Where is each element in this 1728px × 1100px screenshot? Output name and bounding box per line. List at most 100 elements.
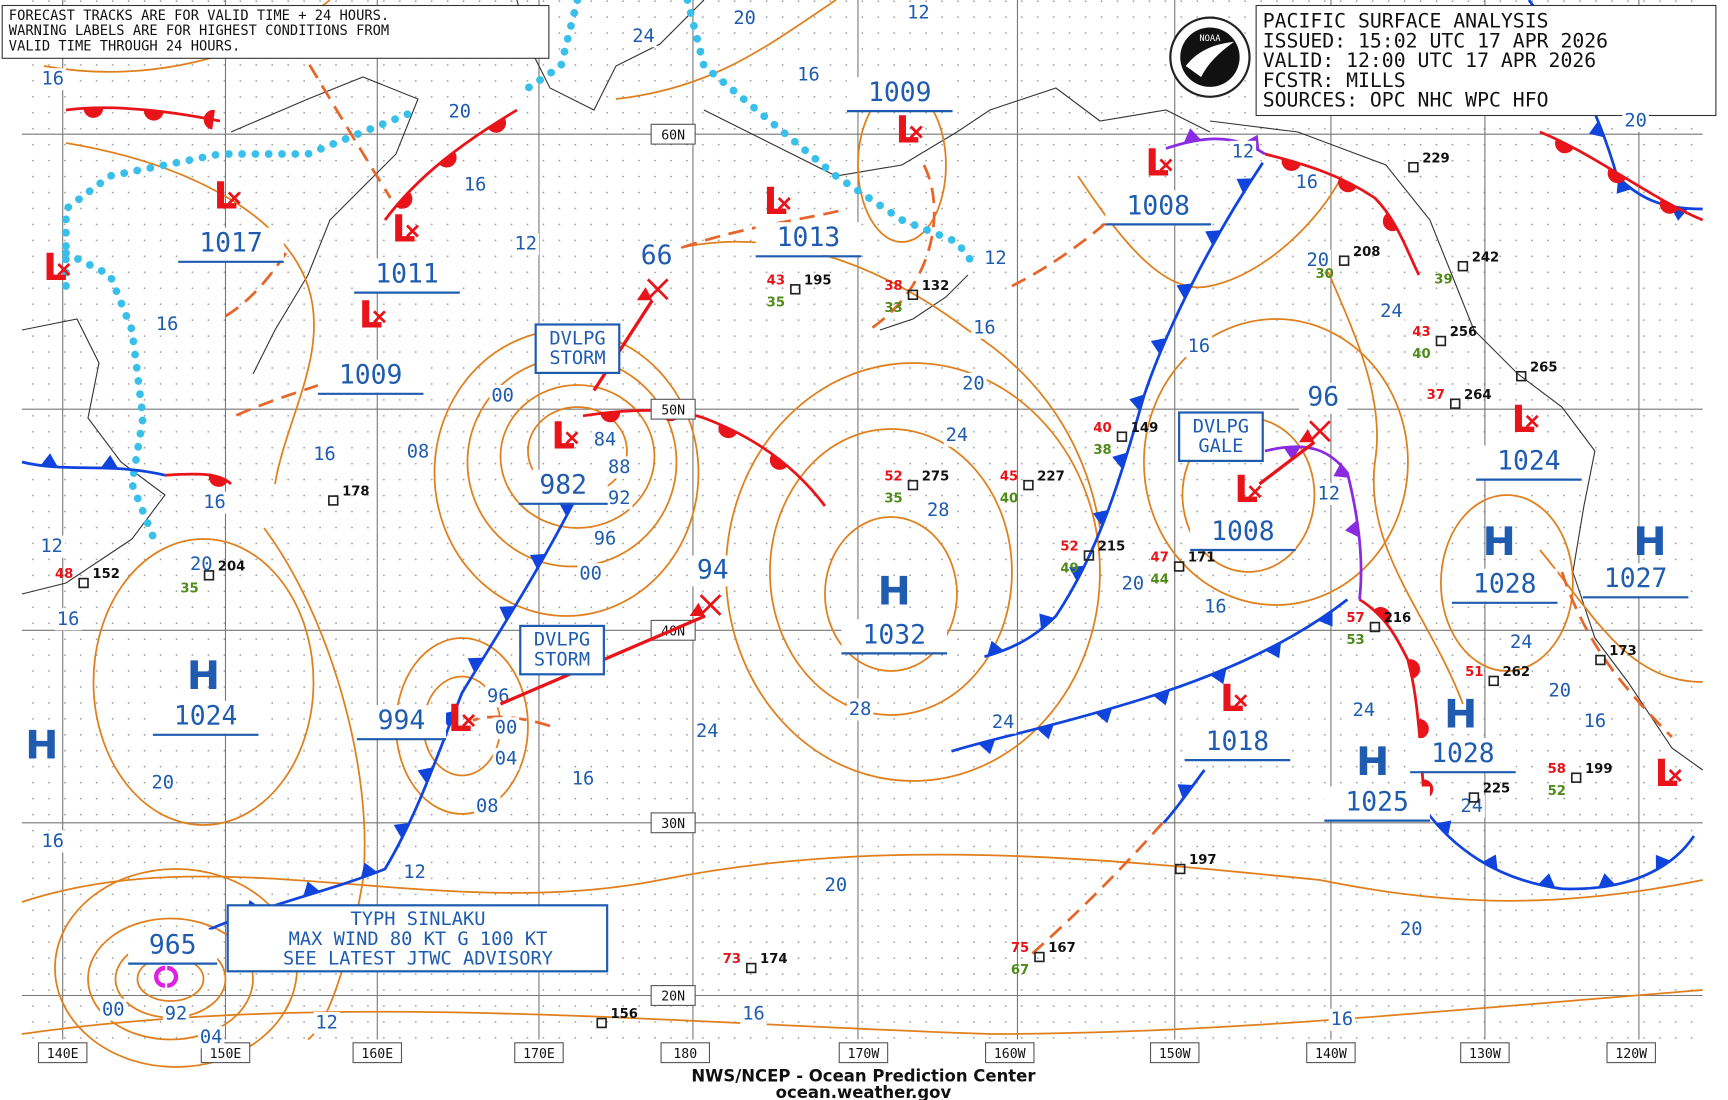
station-marker: [1488, 675, 1499, 687]
front-triangle: [1435, 820, 1452, 836]
station-marker: [790, 284, 801, 295]
isobar-label-bg: [905, 2, 932, 25]
isobar-label: 28: [927, 500, 950, 521]
pressure-value: 1008: [1126, 191, 1190, 221]
station-dewpoint: 52: [1548, 784, 1566, 799]
warning-text: STORM: [549, 348, 605, 369]
isobar-label-bg: [38, 535, 65, 558]
forecast-pressure: 66: [641, 241, 673, 271]
isobar-label: 16: [797, 64, 820, 85]
forecast-x: [646, 278, 669, 301]
isobar-label: 16: [42, 69, 65, 90]
pressure-bg: [354, 258, 460, 292]
station-marker: [907, 479, 919, 491]
low-x: [406, 224, 419, 238]
station-temperature: 58: [1548, 762, 1566, 777]
isobar-label-bg: [461, 173, 489, 196]
isobar-label-bg: [971, 316, 998, 339]
front-triangle: [1153, 690, 1170, 706]
low-center: L: [359, 292, 383, 336]
station-pressure: 197: [1189, 853, 1217, 868]
pressure-value: 1008: [1211, 517, 1275, 547]
isobar-label: 20: [1306, 250, 1329, 271]
isobar-label-bg: [846, 698, 874, 721]
isobar-label: 24: [1460, 796, 1483, 817]
isobar-label-bg: [591, 429, 619, 451]
noaa-logo-bird: [1185, 41, 1235, 77]
lat-label-box: [650, 985, 696, 1006]
high-center: H: [1444, 692, 1477, 738]
isobar-label: 24: [696, 721, 719, 742]
isobar-label: 12: [1232, 141, 1255, 162]
pressure-value: 1027: [1604, 564, 1668, 594]
front-triangle: [1150, 338, 1167, 355]
station-pressure: 227: [1037, 469, 1065, 484]
front-triangle: [1112, 452, 1128, 470]
low-x: [777, 197, 791, 210]
cold-front: [951, 598, 1349, 753]
station-pressure: 262: [1503, 665, 1531, 680]
station-marker: [1338, 255, 1350, 266]
lon-label-box: [1460, 1042, 1510, 1064]
isobar-label: 20: [733, 8, 756, 29]
isobar-label-bg: [474, 795, 501, 818]
isobar-label-bg: [149, 772, 176, 795]
warning-text: STORM: [534, 649, 590, 670]
isobar-label-bg: [1350, 699, 1378, 722]
station-temperature: 45: [1000, 469, 1018, 484]
front-triangle: [1481, 854, 1498, 871]
latitude-label: 20N: [661, 990, 685, 1005]
front-triangle: [467, 657, 484, 673]
forecast-bg: [1299, 382, 1348, 414]
lon-label-box: [1606, 1042, 1656, 1064]
isobar-label-bg: [1398, 918, 1425, 941]
lon-label-box: [514, 1042, 564, 1064]
isobar-label-bg: [492, 748, 520, 770]
warm-front: [582, 408, 827, 507]
isobar-label: 00: [579, 564, 602, 585]
isobar-label: 12: [515, 234, 538, 255]
pressure-bg: [1184, 726, 1291, 759]
header-box: [1255, 4, 1717, 117]
isobar-label: 16: [464, 174, 487, 195]
isobar-label: 20: [1400, 919, 1423, 940]
front-triangle: [100, 455, 119, 469]
station-temperature: 57: [1346, 611, 1364, 626]
isobar-label: 24: [632, 26, 655, 47]
warning-box: [534, 323, 621, 375]
isobar-label-bg: [446, 101, 473, 124]
forecast-bg: [688, 555, 737, 587]
forecast-pressure: 96: [1307, 383, 1339, 413]
low-x: [1525, 414, 1539, 428]
front-triangle: [1655, 854, 1671, 871]
station-dewpoint: 40: [1000, 491, 1018, 506]
low-center: L: [551, 413, 575, 457]
isobar-label-bg: [982, 247, 1009, 270]
front-semicircle: [600, 411, 621, 423]
pressure-bg: [1451, 568, 1558, 602]
low-x: [1248, 485, 1262, 499]
isobar-label: 16: [1188, 336, 1211, 357]
front-triangle: [1598, 873, 1616, 888]
isobar-label-bg: [1622, 110, 1649, 132]
front-triangle: [1177, 784, 1194, 800]
warning-box: [519, 624, 605, 676]
pressure-bg: [178, 227, 284, 261]
forecast-x: [699, 594, 722, 616]
front-symbol: [1345, 520, 1360, 538]
front-triangle: [978, 739, 996, 755]
station-dewpoint: 33: [884, 301, 902, 316]
isobar-label-bg: [925, 499, 952, 522]
front-semicircle: [1659, 199, 1679, 214]
pressure-value: 965: [149, 930, 197, 960]
isobar-label-bg: [1581, 710, 1609, 733]
typhoon-line: TYPH SINLAKU: [350, 909, 485, 930]
cold-front: [21, 460, 166, 477]
station-pressure: 204: [218, 559, 246, 574]
front-semicircle: [83, 107, 104, 118]
station-pressure: 242: [1472, 250, 1500, 265]
lon-label-box: [37, 1042, 88, 1064]
isobar-label: 16: [1295, 172, 1318, 193]
lon-label-box: [660, 1042, 711, 1064]
front-triangle: [1069, 565, 1085, 582]
